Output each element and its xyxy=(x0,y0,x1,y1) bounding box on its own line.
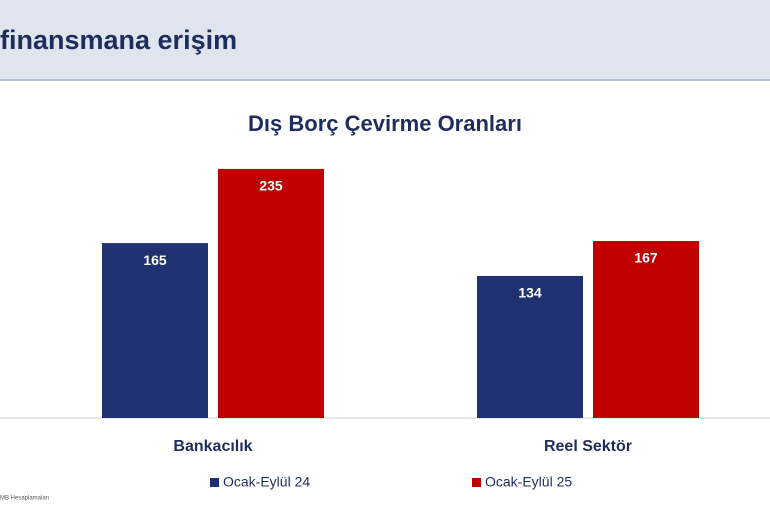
legend-swatch xyxy=(210,478,219,487)
x-tick-label: Bankacılık xyxy=(173,438,252,455)
header-band xyxy=(0,0,770,80)
bar xyxy=(102,243,208,418)
chart-title: Dış Borç Çevirme Oranları xyxy=(248,111,522,136)
value-label: 165 xyxy=(143,252,167,268)
bar xyxy=(593,240,699,418)
legend-label: Ocak-Eylül 24 xyxy=(223,474,310,490)
value-label: 235 xyxy=(259,178,283,194)
header-title: finansmana erişim xyxy=(0,25,237,55)
legend-swatch xyxy=(472,478,481,487)
value-label: 134 xyxy=(518,285,542,301)
legend-label: Ocak-Eylül 25 xyxy=(485,474,572,490)
bar xyxy=(218,168,324,418)
x-tick-label: Reel Sektör xyxy=(544,438,632,455)
bar xyxy=(477,275,583,418)
value-label: 167 xyxy=(634,250,658,266)
source-note: MB Hesaplamaları xyxy=(0,496,50,502)
